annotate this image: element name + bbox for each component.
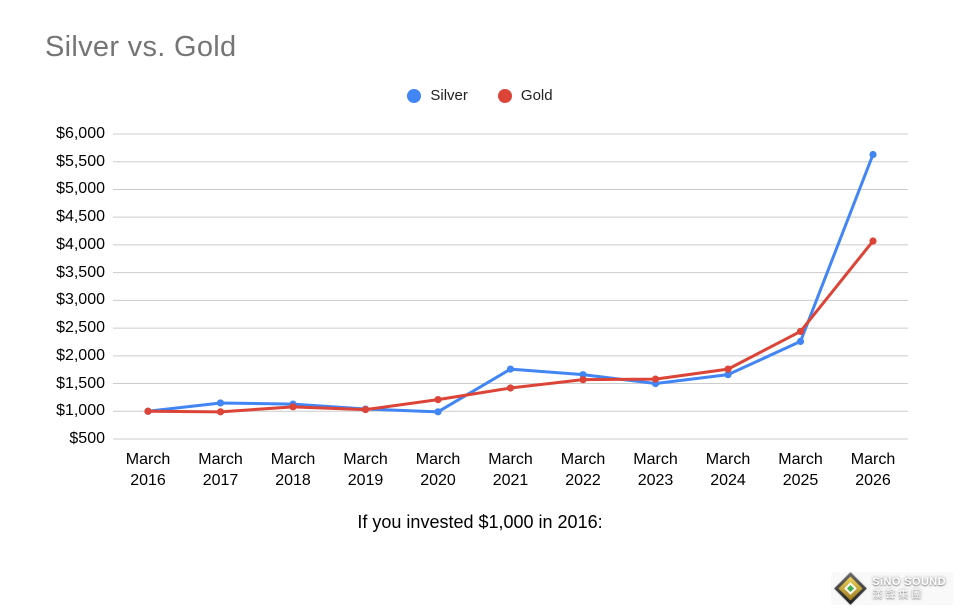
data-point-gold	[579, 376, 587, 384]
gold-series-dot-icon	[497, 88, 512, 103]
data-point-silver	[724, 371, 732, 379]
data-point-gold	[361, 406, 370, 414]
legend-label-silver: Silver	[430, 87, 468, 104]
series-line-silver	[146, 153, 875, 414]
x-axis-tick-label: March 2017	[198, 451, 243, 489]
x-axis-tick-label: March 2018	[270, 451, 316, 489]
logo-text: SiNO SOUND 漢聲集團	[872, 576, 946, 601]
logo-brand: SiNO SOUND	[872, 575, 946, 588]
x-axis-tick-label: March 2016	[125, 451, 171, 489]
chart-caption: If you invested $1,000 in 2016:	[357, 512, 603, 532]
x-axis-tick-label: March 2024	[705, 451, 751, 489]
y-axis-tick-label: $1,500	[56, 374, 105, 392]
x-axis-tick-label: March 2025	[778, 451, 823, 489]
data-point-silver	[506, 365, 515, 373]
data-point-silver	[216, 399, 225, 407]
y-axis-tick-label: $2,000	[56, 346, 105, 364]
data-point-gold	[434, 396, 442, 404]
data-point-gold	[796, 327, 805, 336]
data-point-silver	[651, 379, 660, 388]
sino-sound-logo: SiNO SOUND 漢聲集團	[831, 571, 954, 605]
y-axis-labels: $6,000 $5,500 $5,000 $4,500 $4,000 $3,500 $3,0…	[0, 0, 105, 611]
data-point-gold	[724, 365, 732, 373]
diamond-icon	[834, 572, 868, 605]
legend-item-silver: Silver	[407, 87, 468, 104]
data-point-gold	[506, 384, 515, 392]
data-point-silver	[579, 371, 587, 379]
series-line-gold	[146, 239, 875, 414]
data-point-silver	[289, 400, 297, 408]
data-point-gold	[216, 408, 225, 416]
data-point-silver	[796, 337, 805, 345]
x-axis-labels: March 2016 March 2017 March 2018 March 2019…	[0, 449, 960, 495]
y-axis-tick-label: $5,000	[56, 180, 105, 198]
data-point-gold	[869, 237, 877, 245]
y-axis-tick-label: $2,500	[56, 319, 105, 337]
logo-cjk-name: 漢聲集團	[872, 590, 925, 601]
legend-item-gold: Gold	[497, 87, 553, 104]
y-axis-tick-label: $3,000	[56, 291, 105, 309]
legend: Silver Gold	[0, 87, 960, 104]
y-axis-tick-label: $4,000	[56, 235, 105, 253]
data-point-gold	[144, 407, 152, 415]
data-point-silver	[869, 150, 877, 159]
x-axis-tick-label: March 2022	[560, 451, 606, 489]
x-axis-tick-label: March 2026	[850, 451, 896, 489]
data-point-gold	[289, 403, 297, 411]
x-axis-tick-label: March 2021	[488, 451, 533, 489]
y-axis-tick-label: $3,500	[56, 263, 105, 281]
y-axis-tick-label: $5,500	[56, 152, 105, 170]
x-axis-tick-label: March 2020	[415, 451, 461, 489]
y-axis-tick-label: $1,000	[56, 402, 105, 420]
data-point-gold	[651, 375, 660, 383]
silver-series-dot-icon	[407, 88, 422, 103]
chart-title: Silver vs. Gold	[45, 31, 237, 63]
y-axis-tick-label: $4,500	[56, 208, 105, 226]
y-axis-tick-label: $500	[69, 430, 105, 447]
x-axis-tick-label: March 2023	[633, 451, 678, 489]
data-point-silver	[144, 407, 152, 415]
legend-label-gold: Gold	[520, 87, 553, 104]
y-axis-tick-label: $6,000	[56, 125, 105, 142]
x-axis-tick-label: March 2019	[343, 451, 388, 489]
data-point-silver	[434, 408, 442, 416]
data-point-silver	[361, 405, 370, 413]
